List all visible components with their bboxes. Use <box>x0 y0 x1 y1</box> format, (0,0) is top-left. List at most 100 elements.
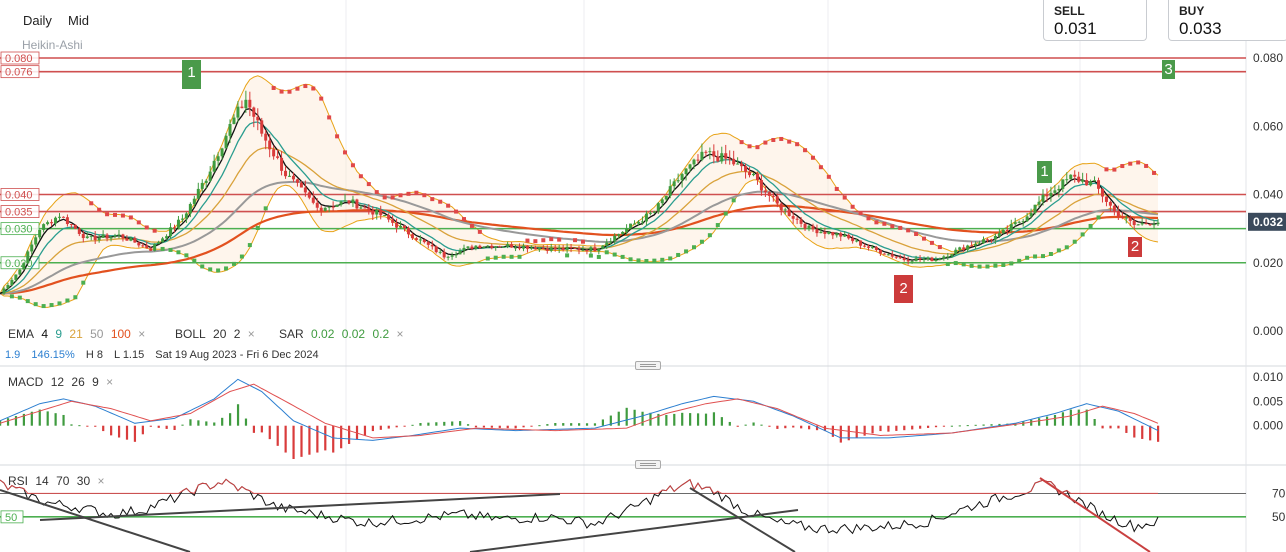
macd-histogram-bar <box>792 425 795 428</box>
candle-body <box>985 239 989 241</box>
candle-body <box>367 207 371 211</box>
sar-dot <box>699 239 704 244</box>
candle-body <box>260 120 264 134</box>
sar-legend[interactable]: SAR 0.02 0.02 0.2 × <box>279 327 407 341</box>
sar-dot <box>1056 248 1061 253</box>
candle-body <box>728 158 732 160</box>
macd-histogram-bar <box>466 424 470 426</box>
annotation-tag-3[interactable]: 3 <box>1162 60 1175 79</box>
sar-dot <box>81 280 86 285</box>
sar-dot <box>906 228 911 233</box>
pane-resize-handle-macd[interactable] <box>635 361 661 370</box>
buy-button[interactable]: BUY 0.033 <box>1168 0 1286 41</box>
candle-body <box>993 236 997 240</box>
sar-dot <box>779 136 784 141</box>
sar-dot <box>65 298 70 303</box>
candle-body <box>14 274 18 280</box>
macd-fast: 12 <box>50 375 65 389</box>
macd-histogram-bar <box>387 425 390 429</box>
candle-body <box>355 199 359 209</box>
candle-body <box>696 159 700 161</box>
level-label-box-0.076 <box>0 65 40 79</box>
candle-body <box>478 245 482 248</box>
candle-body <box>533 247 537 250</box>
sar-dot <box>366 182 371 187</box>
macd-histogram-bar <box>911 425 914 430</box>
sar-dot <box>596 254 601 259</box>
candle-body <box>335 204 339 207</box>
sar-dot <box>493 255 498 260</box>
sar-dot <box>247 243 252 248</box>
macd-slow: 26 <box>71 375 85 389</box>
macd-histogram-bar <box>768 425 771 427</box>
ema-close-icon[interactable]: × <box>138 327 146 341</box>
boll-legend[interactable]: BOLL 20 2 × <box>175 327 259 341</box>
macd-legend[interactable]: MACD 12 26 9 × <box>8 375 117 389</box>
candle-body <box>823 231 827 234</box>
candle-body <box>859 240 863 246</box>
annotation-tag-2-right[interactable]: 2 <box>1128 237 1142 257</box>
interval-selector[interactable]: Daily <box>23 13 52 28</box>
macd-histogram-bar <box>800 425 803 429</box>
macd-histogram-bar <box>704 413 708 426</box>
macd-histogram-bar <box>1157 425 1160 442</box>
ema-period-21: 21 <box>69 327 83 341</box>
candle-body <box>553 247 557 250</box>
candle-body <box>85 236 89 239</box>
candle-body <box>438 251 442 253</box>
ema-legend[interactable]: EMA 4 9 21 50 100 × <box>8 327 149 341</box>
macd-histogram-bar <box>760 424 763 426</box>
rsi-legend[interactable]: RSI 14 70 30 × <box>8 474 108 488</box>
sar-dot <box>834 186 839 191</box>
annotation-tag-1-left[interactable]: 1 <box>182 60 201 89</box>
boll-close-icon[interactable]: × <box>247 327 255 341</box>
sar-dot <box>795 142 800 147</box>
sar-dot <box>1136 160 1141 165</box>
price-type-selector[interactable]: Mid <box>68 13 89 28</box>
sar-close-icon[interactable]: × <box>396 327 404 341</box>
macd-close-icon[interactable]: × <box>106 375 114 389</box>
candle-body <box>557 247 561 250</box>
macd-histogram-bar <box>1069 409 1072 426</box>
macd-histogram-bar <box>276 425 279 446</box>
candle-body <box>248 99 252 108</box>
candle-body <box>874 247 878 251</box>
level-label-0.030: 0.030 <box>5 224 33 236</box>
candle-body <box>54 217 58 224</box>
macd-histogram-bar <box>593 423 597 426</box>
candle-body <box>430 244 434 247</box>
current-price-box <box>1248 212 1286 231</box>
candle-body <box>97 237 101 241</box>
sar-dot <box>525 238 530 243</box>
sar-dot <box>97 207 102 212</box>
macd-histogram-bar <box>102 425 105 432</box>
sar-dot <box>382 195 387 200</box>
rsi-close-icon[interactable]: × <box>97 474 105 488</box>
sell-button[interactable]: SELL 0.031 <box>1043 0 1147 41</box>
macd-histogram-bar <box>22 413 25 426</box>
candle-body <box>379 209 383 216</box>
candle-body <box>141 245 145 247</box>
candle-body <box>399 225 403 228</box>
candle-body <box>506 244 510 247</box>
sar-dot <box>128 215 133 220</box>
macd-histogram-bar <box>712 412 716 426</box>
candle-body <box>395 222 399 228</box>
candle-body <box>490 245 494 248</box>
candle-body <box>1112 205 1116 212</box>
candle-body <box>38 229 42 238</box>
pane-resize-handle-rsi[interactable] <box>635 460 661 469</box>
candle-body <box>843 234 847 237</box>
macd-histogram-bar <box>609 415 612 426</box>
macd-histogram-bar <box>1101 425 1104 429</box>
candle-body <box>867 246 870 248</box>
sar-dot <box>1009 261 1014 266</box>
annotation-tag-2-left[interactable]: 2 <box>894 275 913 303</box>
candle-body <box>589 247 593 252</box>
level-label-box-0.030 <box>0 222 40 236</box>
candle-body <box>906 260 910 262</box>
candle-body <box>1120 216 1124 218</box>
annotation-tag-1-right[interactable]: 1 <box>1037 161 1052 183</box>
